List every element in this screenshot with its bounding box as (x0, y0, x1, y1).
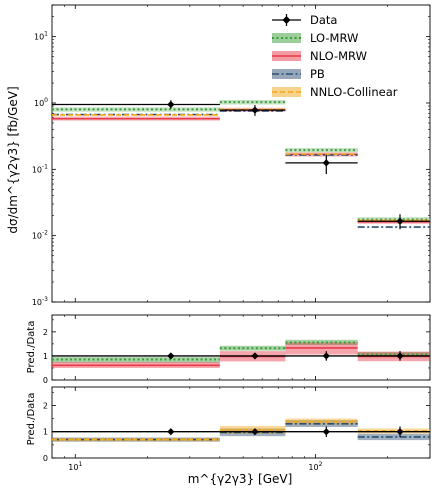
ratio-1-y-tick-label: 1 (43, 352, 48, 361)
ratio-2-y-tick-label: 2 (43, 401, 48, 410)
legend: Data LO-MRW NLO-MRW PB NNLO-Collinear (272, 13, 398, 99)
ratio-1-data-point (322, 352, 330, 360)
main-y-tick-label: 10-3 (32, 296, 48, 307)
legend-label: Data (310, 13, 337, 27)
main-data-point (251, 106, 259, 114)
ratio-2-frame (51, 386, 431, 459)
legend-entry-data: Data (272, 13, 337, 27)
main-band-lo-mrw (52, 107, 220, 112)
main-data-point (396, 217, 404, 225)
ratio-2-y-axis-label: Pred./Data (26, 393, 37, 446)
ratio-1-y-tick-label: 0 (43, 376, 48, 385)
ratio-1-y-axis-label: Pred./Data (26, 321, 37, 374)
legend-entry-lo-mrw: LO-MRW (272, 31, 358, 45)
legend-entry-pb: PB (272, 67, 325, 81)
x-tick-label: 102 (308, 461, 322, 472)
legend-entry-nnlo-collinear: NNLO-Collinear (272, 85, 398, 99)
ratio-1-data-point (396, 352, 404, 360)
x-tick-label: 101 (68, 461, 82, 472)
main-data-point (167, 100, 175, 109)
ratio-1-data-point (251, 352, 259, 360)
legend-label: LO-MRW (310, 31, 358, 45)
x-axis-label: m^{γ2γ3} [GeV] (188, 472, 293, 486)
main-data-point (322, 159, 330, 167)
ratio-1-y-tick-label: 2 (43, 328, 48, 337)
ratio-panel-2: 0 1 2 101 102 (43, 386, 431, 472)
legend-label: PB (310, 67, 325, 81)
main-y-tick-label: 101 (34, 31, 48, 42)
legend-data-marker (282, 16, 291, 24)
ratio-2-band-pb (285, 420, 358, 427)
main-frame (51, 4, 431, 303)
ratio-2-y-tick-label: 1 (43, 428, 48, 437)
ratio-1-frame (51, 314, 431, 381)
main-y-tick-label: 100 (34, 97, 48, 108)
ratio-2-data-point (251, 428, 259, 436)
legend-swatch (272, 87, 301, 97)
y-axis-label: dσ/dm^{γ2γ3} [fb/GeV] (6, 86, 20, 233)
ratio-2-data-point (396, 428, 404, 436)
ratio-2-y-tick-label: 0 (43, 454, 48, 463)
legend-label: NNLO-Collinear (310, 85, 398, 99)
legend-label: NLO-MRW (310, 49, 367, 63)
ratio-panel-1: 0 1 2 (43, 314, 431, 385)
main-panel: 10-3 10-2 10-1 100 101 (32, 4, 431, 307)
ratio-2-data-point (167, 428, 175, 436)
ratio-2-data-point (322, 428, 330, 436)
legend-entry-nlo-mrw: NLO-MRW (272, 49, 367, 63)
main-y-tick-label: 10-1 (32, 163, 48, 174)
ratio-1-data-point (167, 352, 175, 360)
ratio-2-band-pb (357, 433, 430, 441)
main-y-tick-label: 10-2 (32, 230, 48, 241)
ratio-1-band-lo-mrw (52, 357, 220, 363)
